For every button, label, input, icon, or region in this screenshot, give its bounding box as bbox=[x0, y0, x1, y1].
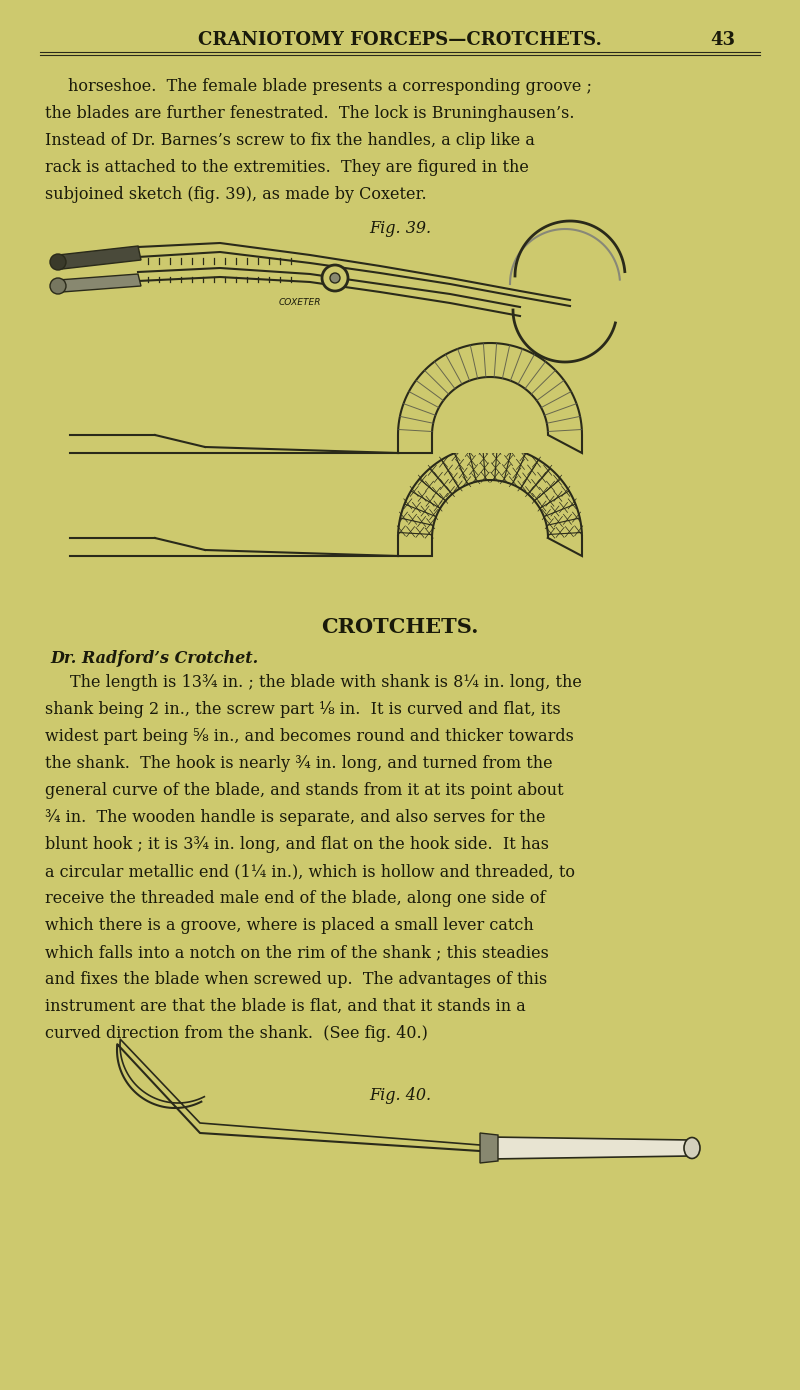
Text: instrument are that the blade is flat, and that it stands in a: instrument are that the blade is flat, a… bbox=[45, 998, 526, 1015]
Text: widest part being ⅝ in., and becomes round and thicker towards: widest part being ⅝ in., and becomes rou… bbox=[45, 728, 574, 745]
Text: blunt hook ; it is 3¾ in. long, and flat on the hook side.  It has: blunt hook ; it is 3¾ in. long, and flat… bbox=[45, 835, 549, 853]
Text: the blades are further fenestrated.  The lock is Bruninghausen’s.: the blades are further fenestrated. The … bbox=[45, 106, 574, 122]
Text: Dr. Radford’s Crotchet.: Dr. Radford’s Crotchet. bbox=[50, 651, 258, 667]
Circle shape bbox=[322, 265, 348, 291]
Polygon shape bbox=[398, 446, 582, 556]
Text: a circular metallic end (1¼ in.), which is hollow and threaded, to: a circular metallic end (1¼ in.), which … bbox=[45, 863, 575, 880]
Circle shape bbox=[330, 272, 340, 284]
Text: subjoined sketch (fig. 39), as made by Coxeter.: subjoined sketch (fig. 39), as made by C… bbox=[45, 186, 426, 203]
Text: which there is a groove, where is placed a small lever catch: which there is a groove, where is placed… bbox=[45, 917, 534, 934]
Text: general curve of the blade, and stands from it at its point about: general curve of the blade, and stands f… bbox=[45, 783, 564, 799]
Text: receive the threaded male end of the blade, along one side of: receive the threaded male end of the bla… bbox=[45, 890, 546, 908]
Ellipse shape bbox=[50, 254, 66, 270]
Polygon shape bbox=[436, 484, 544, 556]
Text: horseshoe.  The female blade presents a corresponding groove ;: horseshoe. The female blade presents a c… bbox=[68, 78, 592, 95]
Text: The length is 13¾ in. ; the blade with shank is 8¼ in. long, the: The length is 13¾ in. ; the blade with s… bbox=[70, 674, 582, 691]
Text: Instead of Dr. Barnes’s screw to fix the handles, a clip like a: Instead of Dr. Barnes’s screw to fix the… bbox=[45, 132, 535, 149]
Text: CROTCHETS.: CROTCHETS. bbox=[322, 617, 478, 637]
Text: ¾ in.  The wooden handle is separate, and also serves for the: ¾ in. The wooden handle is separate, and… bbox=[45, 809, 546, 826]
Polygon shape bbox=[480, 1133, 498, 1163]
Text: Fig. 40.: Fig. 40. bbox=[369, 1087, 431, 1104]
Text: 43: 43 bbox=[710, 31, 735, 49]
Polygon shape bbox=[490, 1137, 690, 1159]
Text: and fixes the blade when screwed up.  The advantages of this: and fixes the blade when screwed up. The… bbox=[45, 972, 547, 988]
Polygon shape bbox=[398, 343, 582, 453]
Text: COXETER: COXETER bbox=[278, 297, 322, 307]
Text: CRANIOTOMY FORCEPS—CROTCHETS.: CRANIOTOMY FORCEPS—CROTCHETS. bbox=[198, 31, 602, 49]
Polygon shape bbox=[58, 274, 141, 292]
Text: the shank.  The hook is nearly ¾ in. long, and turned from the: the shank. The hook is nearly ¾ in. long… bbox=[45, 755, 553, 771]
Polygon shape bbox=[436, 381, 544, 453]
Text: Fig. 39.: Fig. 39. bbox=[369, 220, 431, 238]
Ellipse shape bbox=[684, 1137, 700, 1158]
Text: which falls into a notch on the rim of the shank ; this steadies: which falls into a notch on the rim of t… bbox=[45, 944, 549, 960]
Polygon shape bbox=[58, 246, 141, 270]
Ellipse shape bbox=[50, 278, 66, 295]
Text: shank being 2 in., the screw part ⅛ in.  It is curved and flat, its: shank being 2 in., the screw part ⅛ in. … bbox=[45, 701, 561, 719]
Text: rack is attached to the extremities.  They are figured in the: rack is attached to the extremities. The… bbox=[45, 158, 529, 177]
Text: curved direction from the shank.  (See fig. 40.): curved direction from the shank. (See fi… bbox=[45, 1024, 428, 1042]
